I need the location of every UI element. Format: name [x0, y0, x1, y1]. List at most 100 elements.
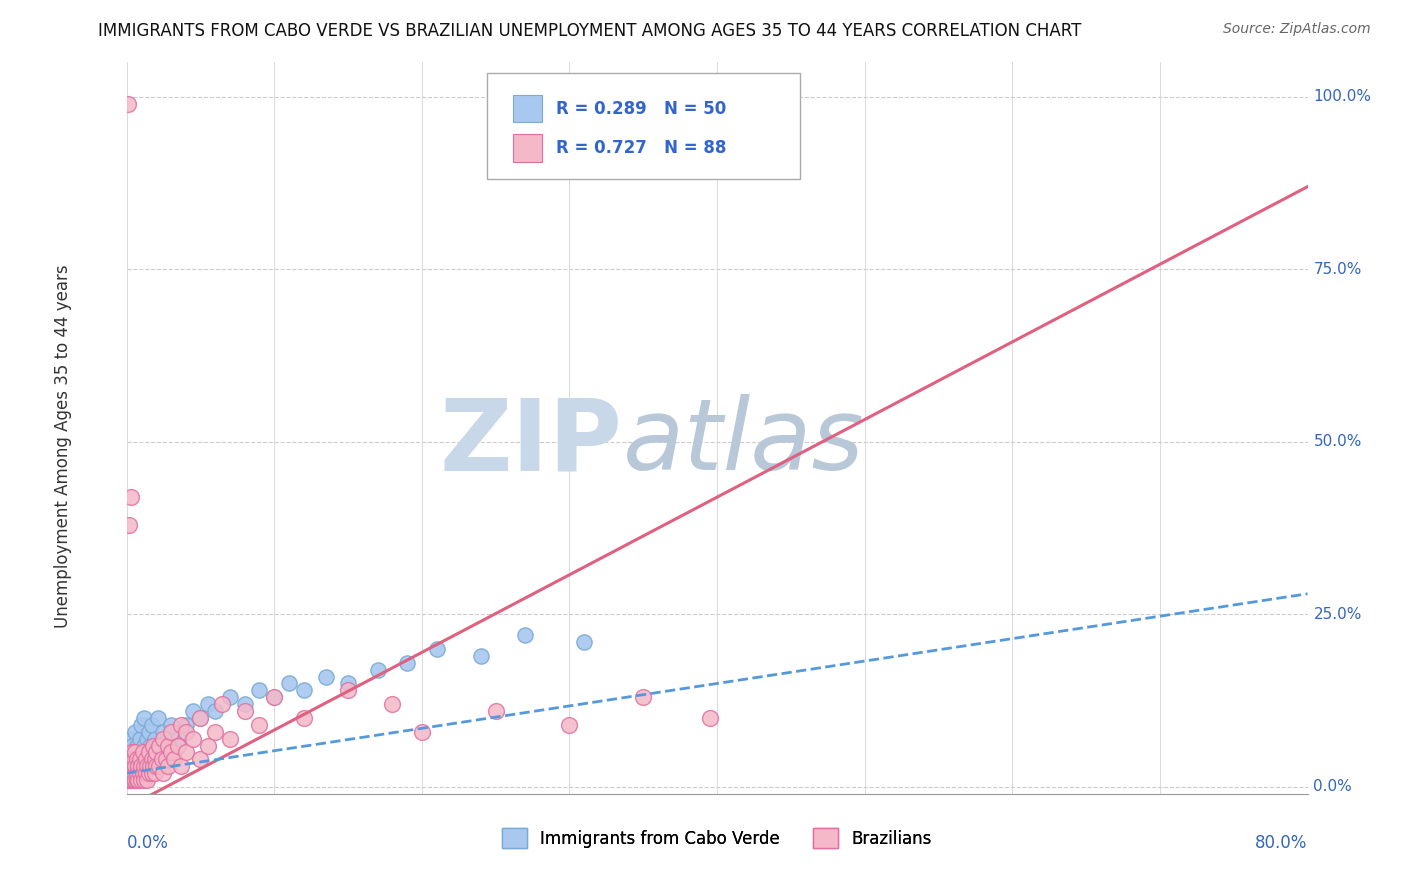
Point: [129, 773, 153, 788]
Point: [249, 718, 271, 732]
Point: [124, 724, 146, 739]
Point: [152, 724, 174, 739]
Point: [124, 773, 146, 788]
Legend: Immigrants from Cabo Verde, Brazilians: Immigrants from Cabo Verde, Brazilians: [495, 822, 939, 855]
Point: [142, 759, 165, 773]
Point: [117, 752, 139, 766]
Point: [558, 718, 581, 732]
Point: [143, 731, 166, 746]
Point: [152, 766, 174, 780]
Point: [122, 773, 145, 788]
Point: [156, 759, 179, 773]
Point: [292, 711, 315, 725]
Point: [155, 752, 177, 766]
Point: [138, 746, 160, 760]
Text: 75.0%: 75.0%: [1313, 262, 1362, 277]
Point: [135, 752, 157, 766]
Point: [425, 642, 447, 657]
Point: [138, 724, 160, 739]
Point: [160, 718, 183, 732]
Point: [134, 739, 156, 753]
Point: [117, 759, 139, 773]
Text: Source: ZipAtlas.com: Source: ZipAtlas.com: [1223, 22, 1371, 37]
Point: [204, 724, 226, 739]
Point: [263, 690, 285, 705]
Point: [132, 746, 155, 760]
Point: [706, 111, 728, 125]
Point: [470, 648, 492, 663]
Point: [139, 739, 162, 753]
Point: [142, 739, 165, 753]
Point: [152, 731, 174, 746]
Point: [141, 766, 163, 780]
Point: [181, 704, 204, 718]
Point: [233, 697, 256, 711]
Point: [136, 731, 159, 746]
Point: [396, 656, 419, 670]
Point: [118, 773, 141, 788]
Point: [699, 711, 721, 725]
Text: R = 0.289   N = 50: R = 0.289 N = 50: [557, 100, 727, 118]
Point: [174, 724, 197, 739]
Point: [134, 759, 156, 773]
Point: [204, 704, 226, 718]
Point: [135, 752, 157, 766]
Point: [129, 759, 153, 773]
Point: [249, 683, 271, 698]
Point: [120, 731, 142, 746]
Point: [143, 752, 166, 766]
Point: [148, 759, 170, 773]
Point: [145, 739, 167, 753]
Point: [170, 718, 193, 732]
Point: [121, 746, 143, 760]
Point: [337, 676, 360, 690]
Point: [136, 773, 159, 788]
Text: 0.0%: 0.0%: [1313, 780, 1353, 795]
Point: [121, 759, 143, 773]
Point: [118, 759, 141, 773]
Point: [134, 711, 156, 725]
Point: [121, 766, 143, 780]
Point: [128, 752, 150, 766]
Point: [315, 669, 337, 683]
Point: [167, 739, 190, 753]
Point: [197, 739, 219, 753]
Point: [125, 752, 148, 766]
Point: [124, 759, 146, 773]
Point: [160, 746, 183, 760]
Point: [141, 752, 163, 766]
Point: [188, 711, 212, 725]
Point: [120, 490, 142, 504]
FancyBboxPatch shape: [513, 134, 543, 162]
Point: [145, 759, 167, 773]
Point: [121, 773, 143, 788]
Point: [145, 746, 167, 760]
Point: [367, 663, 389, 677]
Point: [142, 752, 165, 766]
Point: [633, 690, 655, 705]
Point: [117, 96, 139, 111]
Text: ZIP: ZIP: [440, 394, 623, 491]
Point: [125, 773, 148, 788]
Point: [127, 773, 149, 788]
Point: [174, 718, 197, 732]
Point: [122, 766, 145, 780]
Point: [181, 731, 204, 746]
Point: [188, 711, 212, 725]
Point: [120, 759, 142, 773]
Point: [278, 676, 301, 690]
Text: 0.0%: 0.0%: [127, 834, 169, 852]
Text: 100.0%: 100.0%: [1313, 89, 1371, 104]
Point: [188, 752, 212, 766]
Point: [160, 724, 183, 739]
Point: [125, 759, 148, 773]
Point: [122, 766, 145, 780]
Point: [136, 759, 159, 773]
Point: [121, 739, 143, 753]
Point: [122, 746, 145, 760]
Point: [124, 746, 146, 760]
Point: [156, 731, 179, 746]
Point: [138, 746, 160, 760]
Text: R = 0.727   N = 88: R = 0.727 N = 88: [557, 139, 727, 157]
Point: [127, 752, 149, 766]
